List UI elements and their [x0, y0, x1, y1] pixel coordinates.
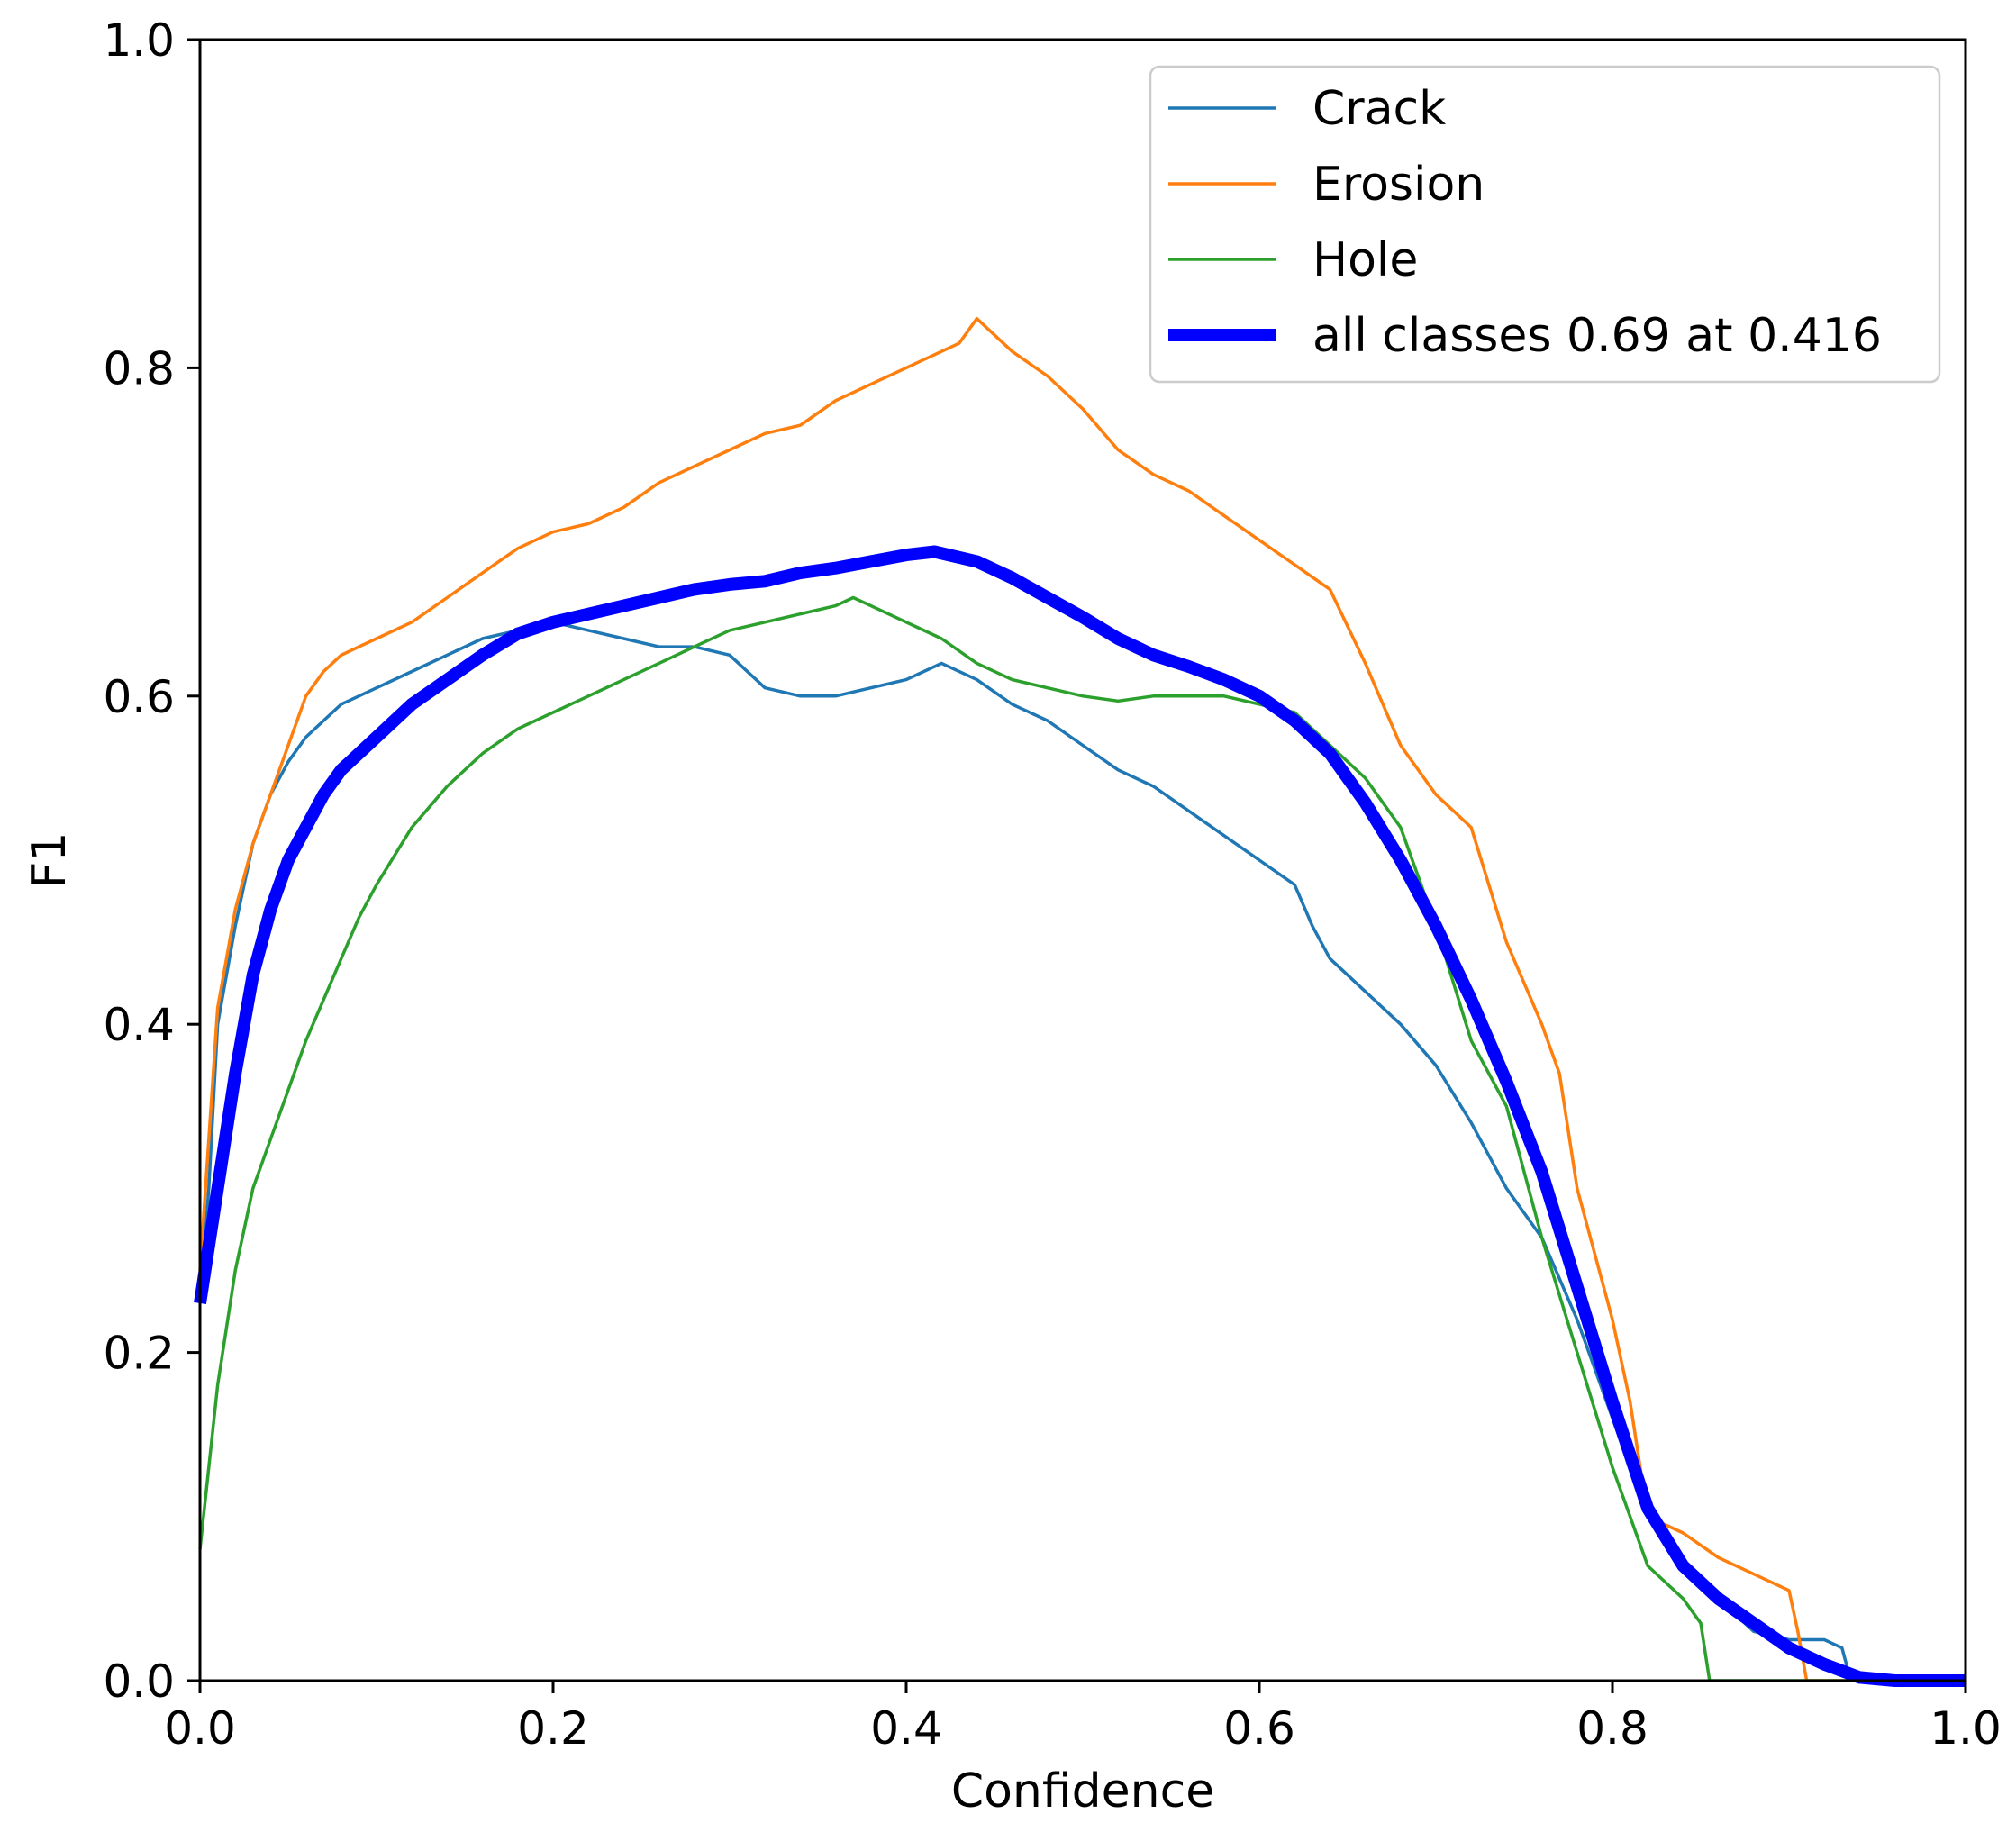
x-tick-label: 1.0 — [1930, 1702, 2002, 1755]
series-layer — [194, 316, 1966, 1687]
x-tick-label: 0.2 — [517, 1702, 589, 1755]
plot-frame — [198, 38, 1967, 1682]
legend-label: Erosion — [1312, 158, 1485, 212]
series-line-hole — [198, 595, 1966, 1682]
y-tick-label: 0.8 — [103, 342, 175, 395]
y-axis-label: F1 — [23, 832, 77, 889]
legend-label: all classes 0.69 at 0.416 — [1312, 309, 1882, 363]
y-tick-label: 1.0 — [103, 14, 175, 67]
legend-frame — [1149, 65, 1941, 384]
x-tick-label: 0.4 — [870, 1702, 942, 1755]
x-tick-label: 0.8 — [1576, 1702, 1648, 1755]
x-tick-label: 0.0 — [164, 1702, 236, 1755]
legend: Crack Erosion Hole all classes 0.69 at 0.41… — [1149, 65, 1941, 384]
y-tick-label: 0.2 — [103, 1328, 175, 1380]
series-line-all — [194, 545, 1966, 1687]
legend-label: Hole — [1312, 233, 1418, 287]
legend-items: Crack Erosion Hole all classes 0.69 at 0.41… — [1168, 82, 1882, 363]
x-axis-label: Confidence — [951, 1764, 1214, 1818]
x-tick-label: 0.6 — [1223, 1702, 1295, 1755]
y-tick-label: 0.4 — [103, 999, 175, 1051]
series-line-erosion — [198, 316, 1966, 1682]
legend-label: Crack — [1312, 82, 1446, 136]
y-tick-label: 0.6 — [103, 671, 175, 723]
y-tick-label: 0.0 — [103, 1655, 175, 1708]
x-ticks: 0.0 0.2 0.4 0.6 0.8 1.0 — [164, 1681, 2002, 1755]
y-ticks: 0.0 0.2 0.4 0.6 0.8 1.0 — [103, 14, 200, 1708]
